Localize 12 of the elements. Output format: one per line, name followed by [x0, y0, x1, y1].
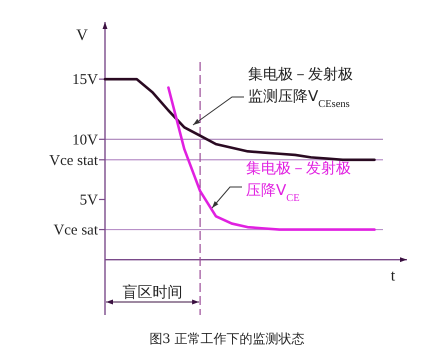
- y-tick-label: Vce sat: [53, 222, 99, 239]
- x-axis-title: t: [390, 268, 396, 285]
- y-tick-label: 5V: [80, 192, 98, 208]
- y-tick-label: 15V: [72, 72, 98, 88]
- y-tick-label: Vce stat: [49, 152, 99, 169]
- caption: 图3 正常工作下的监测状态: [149, 332, 305, 347]
- series-label: 集电极－发射极压降V$_{CE}$: [246, 159, 351, 204]
- y-axis-title: V: [76, 27, 88, 44]
- line-series: [167, 86, 376, 231]
- text: 集电极－发射极监测压降V$_{CEsens}$: [248, 65, 353, 110]
- y-tick-label: 10V: [72, 132, 98, 148]
- annotation: 盲区时间: [122, 283, 183, 301]
